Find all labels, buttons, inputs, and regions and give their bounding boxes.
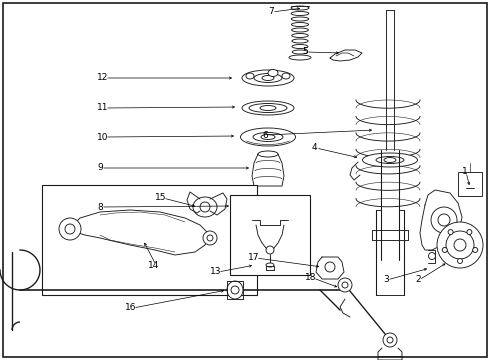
Ellipse shape xyxy=(268,69,278,77)
Ellipse shape xyxy=(242,101,294,115)
Ellipse shape xyxy=(292,50,308,54)
Text: 5: 5 xyxy=(302,48,308,57)
Text: 17: 17 xyxy=(248,253,260,262)
Ellipse shape xyxy=(266,246,274,254)
Bar xyxy=(230,195,310,275)
Ellipse shape xyxy=(384,158,396,162)
Ellipse shape xyxy=(262,76,274,81)
Text: 9: 9 xyxy=(97,163,103,172)
Ellipse shape xyxy=(200,202,210,212)
Text: 12: 12 xyxy=(97,73,108,82)
Ellipse shape xyxy=(438,214,450,226)
Ellipse shape xyxy=(342,282,348,288)
Ellipse shape xyxy=(292,28,308,32)
Bar xyxy=(458,172,482,196)
Ellipse shape xyxy=(431,207,457,233)
Ellipse shape xyxy=(376,157,404,163)
Ellipse shape xyxy=(467,230,472,235)
Ellipse shape xyxy=(437,222,483,268)
Ellipse shape xyxy=(260,204,276,210)
Ellipse shape xyxy=(442,247,447,252)
Text: 1: 1 xyxy=(462,167,468,176)
Text: 2: 2 xyxy=(415,275,420,284)
Ellipse shape xyxy=(253,132,283,141)
Text: 10: 10 xyxy=(97,132,108,141)
Ellipse shape xyxy=(292,45,308,49)
Ellipse shape xyxy=(246,73,254,79)
Ellipse shape xyxy=(383,333,397,347)
Ellipse shape xyxy=(65,224,75,234)
Ellipse shape xyxy=(292,22,309,27)
Text: 7: 7 xyxy=(268,8,274,17)
Text: 11: 11 xyxy=(97,104,108,112)
Ellipse shape xyxy=(428,252,436,260)
Ellipse shape xyxy=(242,70,294,86)
Ellipse shape xyxy=(261,135,275,139)
Ellipse shape xyxy=(266,263,274,267)
Text: 14: 14 xyxy=(148,261,159,270)
Ellipse shape xyxy=(238,197,298,217)
Ellipse shape xyxy=(292,33,308,37)
Text: 3: 3 xyxy=(383,275,389,284)
Text: 16: 16 xyxy=(125,303,137,312)
Ellipse shape xyxy=(325,262,335,272)
Ellipse shape xyxy=(291,17,309,21)
Ellipse shape xyxy=(291,6,309,10)
Ellipse shape xyxy=(59,218,81,240)
Bar xyxy=(42,185,257,295)
Ellipse shape xyxy=(254,73,282,82)
Ellipse shape xyxy=(454,239,466,251)
Ellipse shape xyxy=(458,258,463,264)
Ellipse shape xyxy=(338,278,352,292)
Ellipse shape xyxy=(473,247,478,252)
Text: 18: 18 xyxy=(305,274,317,283)
Ellipse shape xyxy=(258,151,278,157)
Ellipse shape xyxy=(203,231,217,245)
Ellipse shape xyxy=(448,230,453,235)
Ellipse shape xyxy=(207,235,213,241)
Text: 6: 6 xyxy=(262,130,268,139)
Ellipse shape xyxy=(246,201,290,213)
Ellipse shape xyxy=(241,128,295,146)
Text: 15: 15 xyxy=(155,194,167,202)
Ellipse shape xyxy=(291,12,309,15)
Text: 13: 13 xyxy=(210,267,221,276)
Ellipse shape xyxy=(292,39,308,43)
Text: 4: 4 xyxy=(312,144,318,153)
Ellipse shape xyxy=(260,105,276,111)
Ellipse shape xyxy=(363,153,417,167)
Text: 8: 8 xyxy=(97,202,103,211)
Ellipse shape xyxy=(227,281,243,299)
Ellipse shape xyxy=(387,337,393,343)
Ellipse shape xyxy=(289,55,311,60)
Ellipse shape xyxy=(231,286,239,294)
Ellipse shape xyxy=(193,197,217,217)
Ellipse shape xyxy=(282,73,290,79)
Ellipse shape xyxy=(446,231,474,259)
Ellipse shape xyxy=(249,104,287,112)
